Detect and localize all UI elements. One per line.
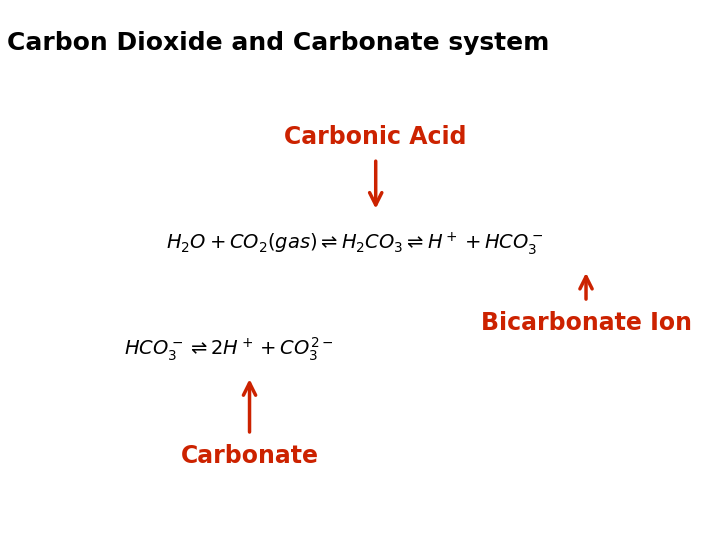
Text: $HCO_3^- \rightleftharpoons 2H^+ + CO_3^{2-}$: $HCO_3^- \rightleftharpoons 2H^+ + CO_3^… (124, 336, 333, 363)
Text: Carbonate: Carbonate (181, 444, 318, 468)
Text: Carbonic Acid: Carbonic Acid (284, 125, 467, 149)
Text: $H_2O + CO_2(gas) \rightleftharpoons H_2CO_3 \rightleftharpoons H^+ + HCO_3^-$: $H_2O + CO_2(gas) \rightleftharpoons H_2… (166, 230, 544, 257)
Text: Bicarbonate Ion: Bicarbonate Ion (480, 311, 691, 335)
Text: Carbon Dioxide and Carbonate system: Carbon Dioxide and Carbonate system (7, 31, 549, 55)
